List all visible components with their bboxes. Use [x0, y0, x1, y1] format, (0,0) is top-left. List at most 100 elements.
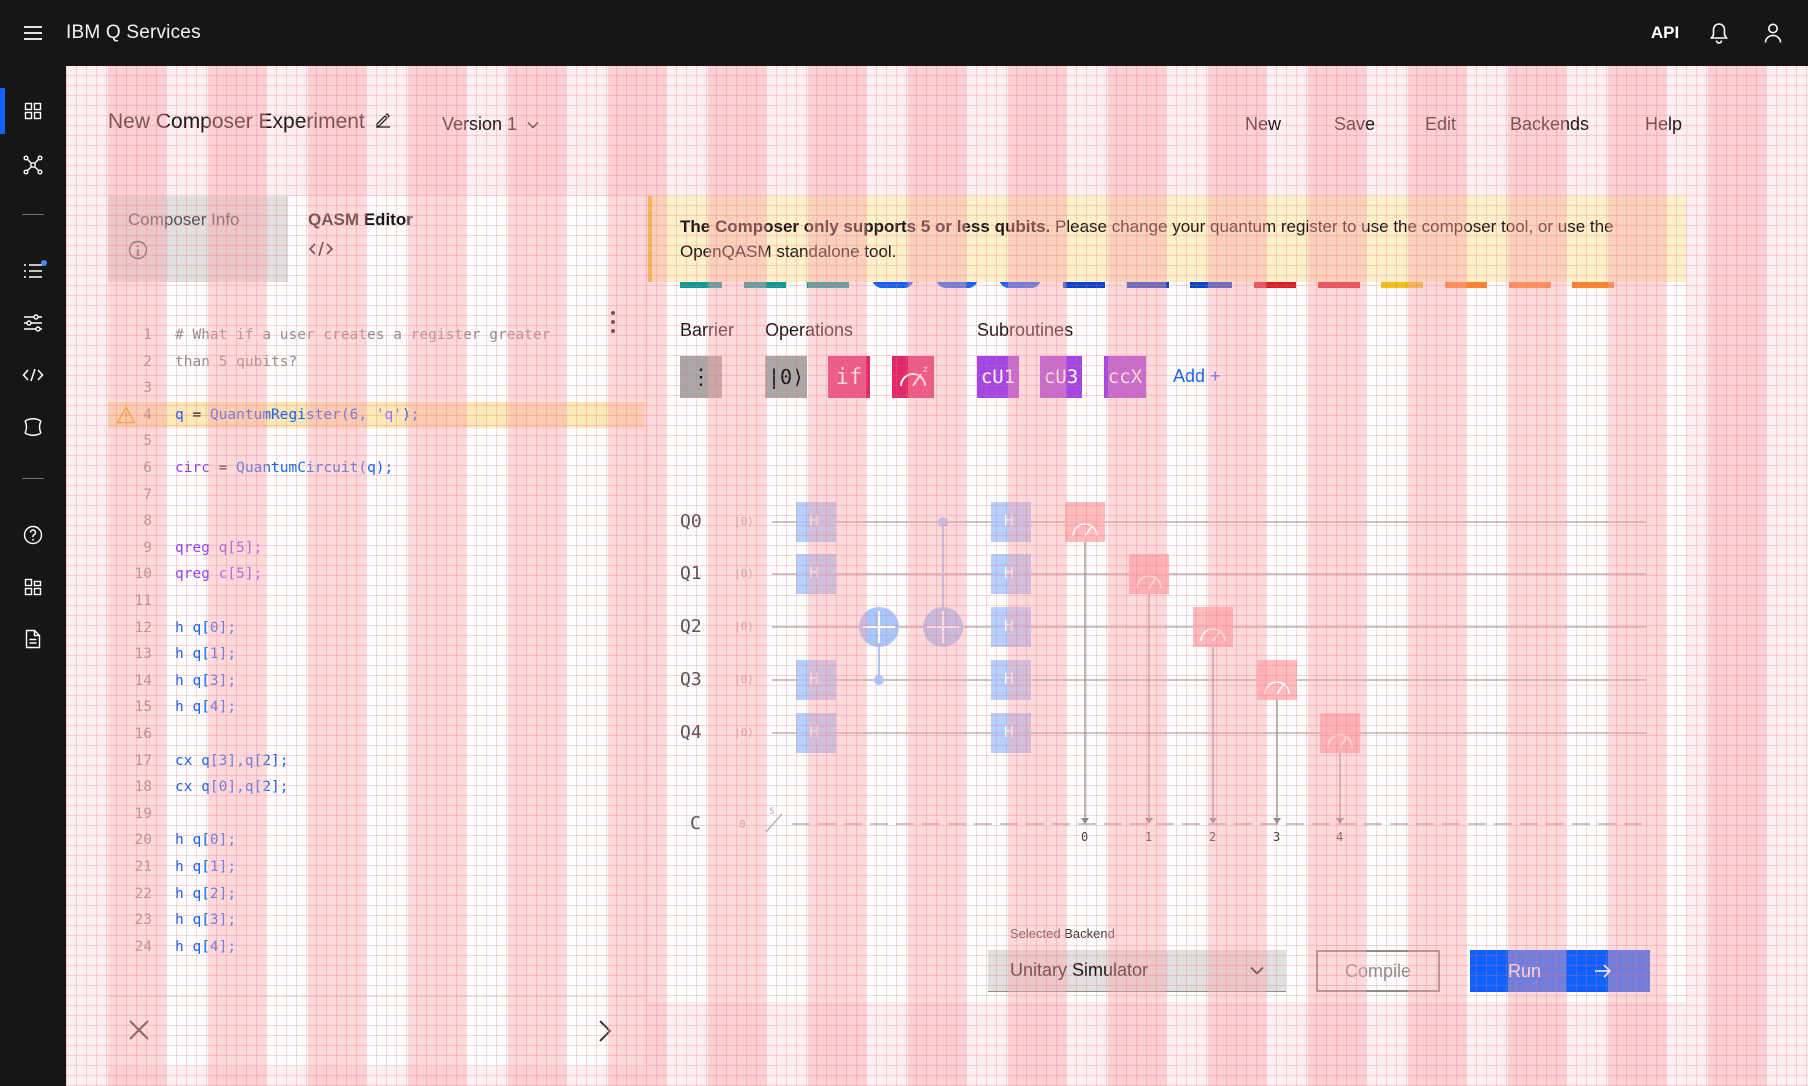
palette-strip	[1063, 278, 1105, 288]
line-number: 2	[143, 353, 152, 370]
palette-strip	[999, 278, 1041, 288]
ket-q3: |0⟩	[734, 673, 754, 686]
h-gate	[796, 713, 836, 753]
palette-strip	[1254, 278, 1296, 288]
qasm-code-editor[interactable]: 1 # What if a user creates a register gre…	[108, 282, 644, 1002]
palette-strip	[936, 278, 978, 288]
barrier-gate[interactable]: ⋮	[680, 356, 722, 398]
app-brand: IBM Q Services	[66, 22, 201, 43]
code-line[interactable]: 14 h q[3];	[108, 668, 644, 694]
document-icon[interactable]	[0, 614, 66, 664]
version-dropdown[interactable]: Version 1	[442, 114, 539, 135]
code-line[interactable]: 23 h q[3];	[108, 907, 644, 933]
h-gate	[796, 554, 836, 594]
code-line[interactable]: 9 qreg q[5];	[108, 535, 644, 561]
code-line[interactable]: 12 h q[0];	[108, 615, 644, 641]
code-line[interactable]: 24 h q[4];	[108, 934, 644, 960]
measure-index: 4	[1336, 830, 1344, 844]
ket-q2: |0⟩	[734, 620, 754, 633]
help-icon[interactable]	[0, 510, 66, 560]
tab-composer-info[interactable]: Composer Info	[108, 196, 288, 282]
notification-bold: The Composer only supports 5 or less qub…	[680, 217, 1051, 236]
menu-new[interactable]: New	[1245, 114, 1282, 134]
notification-text: Please change your quantum register to u…	[680, 217, 1614, 261]
cu1-gate[interactable]: cU1	[977, 356, 1019, 398]
menu-save[interactable]: Save	[1334, 114, 1376, 134]
apps-icon[interactable]	[0, 562, 66, 612]
h-gate	[991, 713, 1031, 753]
code-line[interactable]: 8	[108, 508, 644, 534]
cu3-gate[interactable]: cU3	[1040, 356, 1082, 398]
chevron-right-icon[interactable]	[598, 1019, 612, 1048]
editor-footer	[108, 996, 644, 1066]
palette-strip	[1127, 278, 1169, 288]
code-line[interactable]: 7	[108, 482, 644, 508]
classical-size: 5	[769, 807, 775, 817]
list-icon[interactable]	[0, 246, 66, 296]
code-line[interactable]: 10 qreg c[5];	[108, 561, 644, 587]
hamburger-menu-icon[interactable]	[0, 0, 66, 66]
code-line[interactable]: 16	[108, 721, 644, 747]
code-line[interactable]: 2 than 5 qubits?	[108, 349, 644, 375]
h-gate-label: H	[809, 511, 819, 530]
code-icon[interactable]	[0, 350, 66, 400]
line-number: 17	[134, 752, 152, 769]
reset-gate[interactable]: |0⟩	[765, 356, 807, 398]
classical-slash	[765, 813, 783, 833]
backend-label: Selected Backend	[1010, 926, 1115, 941]
menu-edit[interactable]: Edit	[1425, 114, 1457, 134]
code-line[interactable]: 22 h q[2];	[108, 881, 644, 907]
network-icon[interactable]	[0, 140, 66, 190]
code-line[interactable]: 13 h q[1];	[108, 641, 644, 667]
run-button[interactable]: Run	[1470, 950, 1650, 992]
measure-index: 0	[1081, 830, 1089, 844]
line-number: 18	[134, 779, 152, 796]
backend-select[interactable]: Unitary Simulator	[988, 950, 1286, 992]
main-content: New Composer Experiment Version 1 New Sa…	[66, 66, 1808, 1086]
code-line[interactable]: 19	[108, 801, 644, 827]
ccx-gate[interactable]: ccX	[1104, 356, 1146, 398]
circuit-diagram	[765, 502, 1646, 833]
if-gate[interactable]: if	[828, 356, 870, 398]
edit-pencil-icon[interactable]	[375, 110, 391, 134]
settings-sliders-icon[interactable]	[0, 298, 66, 348]
menu-help[interactable]: Help	[1645, 114, 1683, 134]
code-line[interactable]: 15 h q[4];	[108, 694, 644, 720]
bell-icon[interactable]	[1692, 0, 1746, 66]
code-line[interactable]: 21 h q[1];	[108, 854, 644, 880]
add-subroutine-button[interactable]: Add +	[1173, 366, 1221, 386]
code-line[interactable]: 3	[108, 375, 644, 401]
close-icon[interactable]	[128, 1019, 150, 1046]
page-title: New Composer Experiment	[108, 110, 391, 134]
code-text: h q[4];	[175, 699, 237, 716]
h-gate-label: H	[1004, 616, 1014, 635]
code-line[interactable]: 1 # What if a user creates a register gre…	[108, 322, 644, 348]
overflow-menu-icon[interactable]	[610, 310, 616, 339]
line-number: 14	[134, 672, 152, 689]
qubit-label-q2: Q2	[680, 616, 702, 637]
h-gate	[796, 502, 836, 542]
code-line[interactable]: 4 q = QuantumRegister(6, 'q');	[108, 401, 644, 428]
tab-qasm-editor[interactable]: QASM Editor	[288, 196, 644, 282]
side-nav	[0, 66, 66, 1086]
user-icon[interactable]	[1746, 0, 1800, 66]
code-line[interactable]: 18 cx q[0],q[2];	[108, 774, 644, 800]
dashboard-icon[interactable]	[0, 86, 66, 136]
code-line[interactable]: 6 circ = QuantumCircuit(q);	[108, 455, 644, 481]
code-line[interactable]: 17 cx q[3],q[2];	[108, 748, 644, 774]
api-button[interactable]: API	[1650, 23, 1680, 42]
measure-gate[interactable]: z	[892, 356, 934, 398]
code-line[interactable]: 11	[108, 588, 644, 614]
code-line[interactable]: 20 h q[0];	[108, 827, 644, 853]
measure-icon: z	[900, 365, 928, 387]
h-gate-label: H	[809, 669, 819, 688]
cnot-control	[938, 517, 948, 527]
palette-strip	[680, 278, 722, 288]
quantum-icon[interactable]	[0, 402, 66, 452]
code-line[interactable]: 5	[108, 428, 644, 454]
compile-button[interactable]: Compile	[1316, 950, 1440, 992]
line-number: 5	[143, 433, 152, 450]
tab-label: Composer Info	[128, 210, 240, 229]
menu-backends[interactable]: Backends	[1510, 114, 1590, 134]
code-text: h q[0];	[175, 619, 237, 636]
